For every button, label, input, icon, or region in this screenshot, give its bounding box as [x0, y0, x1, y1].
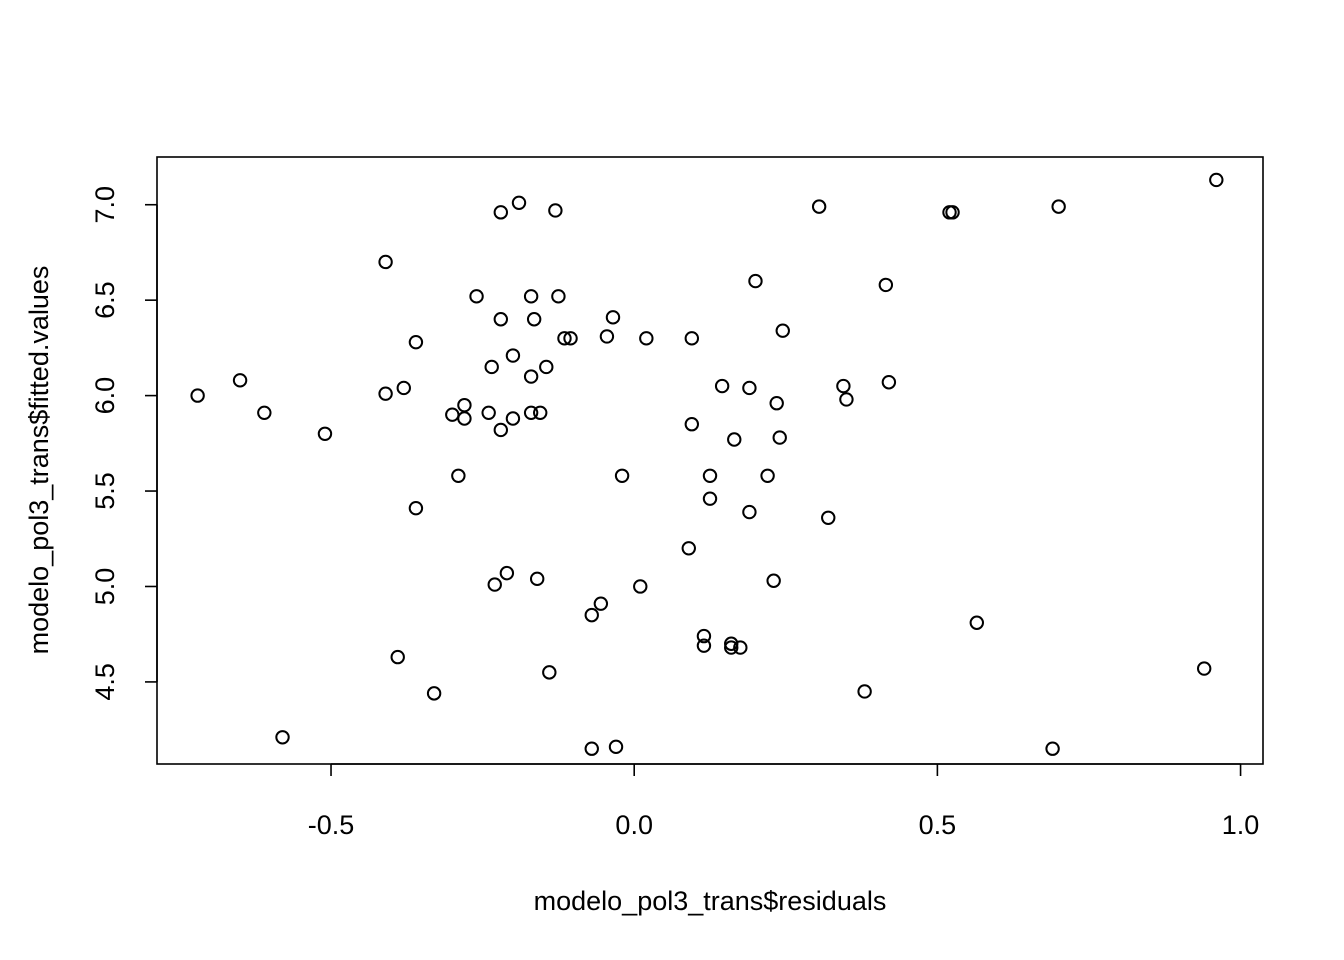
data-point: [724, 640, 739, 655]
data-point: [408, 334, 424, 350]
data-point: [772, 430, 787, 445]
data-point: [445, 407, 460, 422]
data-point: [696, 628, 712, 644]
data-point: [742, 504, 757, 520]
y-tick-label: 7.0: [90, 186, 120, 224]
data-point: [481, 405, 496, 420]
data-point: [696, 638, 712, 653]
data-point: [408, 501, 424, 516]
data-point: [584, 607, 599, 623]
data-point: [714, 378, 730, 394]
data-point: [505, 411, 521, 426]
y-tick-label: 6.5: [90, 281, 120, 319]
data-point: [523, 369, 539, 384]
data-point: [1196, 661, 1212, 676]
data-point: [523, 405, 539, 420]
data-point: [529, 571, 545, 587]
data-point: [857, 684, 872, 699]
data-point: [378, 386, 393, 401]
data-point: [1209, 172, 1224, 188]
data-point: [457, 411, 472, 426]
data-point: [457, 397, 472, 413]
data-point: [878, 277, 894, 293]
x-axis-label: modelo_pol3_trans$residuals: [534, 886, 887, 916]
data-point: [614, 468, 630, 483]
data-point: [317, 426, 333, 441]
x-tick-label: 0.5: [919, 810, 957, 840]
data-point: [557, 331, 572, 346]
data-point: [821, 510, 836, 525]
data-point: [1045, 741, 1060, 756]
x-tick-label: -0.5: [308, 810, 355, 840]
data-point: [493, 312, 509, 327]
data-point: [702, 468, 718, 483]
data-point: [548, 203, 563, 218]
data-point: [760, 468, 775, 483]
data-point: [684, 417, 700, 432]
data-point: [526, 312, 542, 327]
data-point: [487, 577, 502, 592]
x-axis: -0.5 0.0 0.5 1.0: [308, 763, 1260, 840]
data-point: [493, 205, 509, 220]
data-point: [505, 348, 521, 363]
data-point: [702, 491, 718, 506]
data-point: [426, 686, 442, 701]
data-point: [605, 310, 621, 325]
data-point: [733, 640, 748, 655]
data-point: [551, 289, 566, 304]
data-point: [190, 388, 205, 403]
data-point: [493, 422, 509, 438]
data-point: [1051, 199, 1066, 214]
data-points: [190, 172, 1224, 756]
y-tick-label: 5.0: [90, 568, 120, 606]
data-point: [684, 331, 700, 346]
data-point: [681, 541, 696, 556]
data-point: [539, 359, 554, 375]
data-point: [523, 289, 539, 304]
data-point: [727, 432, 742, 447]
data-point: [533, 405, 548, 420]
data-point: [563, 331, 578, 346]
y-tick-label: 5.5: [90, 472, 120, 510]
data-point: [499, 565, 515, 581]
data-point: [511, 195, 527, 211]
data-point: [451, 468, 466, 483]
y-tick-label: 6.0: [90, 377, 120, 415]
data-point: [257, 405, 272, 420]
data-point: [584, 741, 599, 756]
data-point: [599, 329, 615, 344]
data-point: [748, 273, 763, 289]
data-point: [633, 579, 648, 594]
data-point: [378, 254, 393, 270]
plot-area-border: [156, 156, 1264, 765]
data-point: [839, 392, 854, 407]
x-tick-label: 1.0: [1222, 810, 1260, 840]
data-point: [811, 199, 827, 214]
data-point: [724, 636, 739, 651]
data-point: [469, 289, 484, 304]
data-point: [275, 730, 290, 745]
data-point: [969, 615, 984, 630]
data-point: [881, 375, 897, 390]
data-point: [742, 380, 757, 396]
data-point: [390, 649, 405, 665]
data-point: [639, 331, 654, 346]
data-point: [945, 205, 960, 220]
data-point: [542, 665, 557, 680]
y-axis-label: modelo_pol3_trans$fitted.values: [24, 266, 54, 655]
data-point: [766, 573, 781, 588]
data-point: [775, 323, 790, 338]
data-point: [484, 359, 499, 375]
data-point: [836, 378, 851, 394]
data-point: [608, 739, 624, 755]
data-point: [396, 380, 411, 396]
y-tick-label: 4.5: [90, 663, 120, 701]
y-axis: 4.5 5.0 5.5 6.0 6.5 7.0: [90, 186, 158, 701]
data-point: [769, 396, 784, 411]
data-point: [593, 596, 609, 611]
data-point: [232, 373, 248, 388]
x-tick-label: 0.0: [615, 810, 653, 840]
